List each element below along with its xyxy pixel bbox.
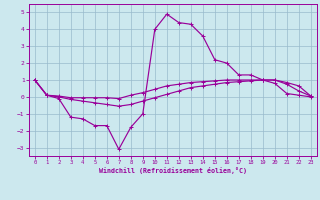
X-axis label: Windchill (Refroidissement éolien,°C): Windchill (Refroidissement éolien,°C) [99, 167, 247, 174]
